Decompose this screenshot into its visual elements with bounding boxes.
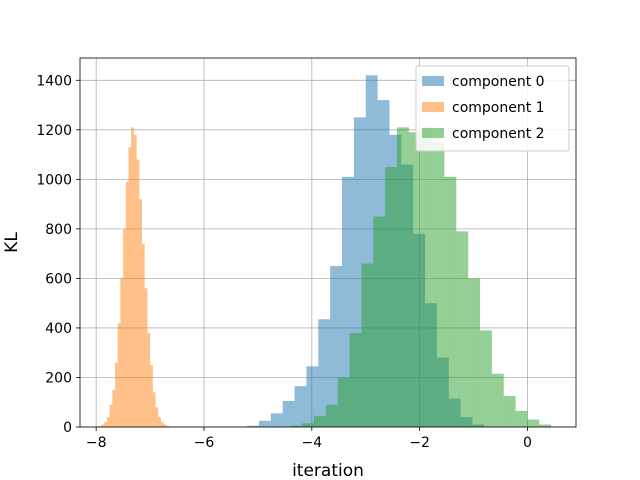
histogram-bar-component-1 xyxy=(123,228,126,427)
histogram-bar-component-2 xyxy=(349,332,362,427)
histogram-bar-component-1 xyxy=(152,392,156,427)
legend-swatch xyxy=(422,102,444,112)
x-tick-label: −8 xyxy=(86,435,107,451)
histogram-bar-component-1 xyxy=(144,288,148,427)
histogram-bar-component-1 xyxy=(106,417,110,427)
histogram-bar-component-1 xyxy=(115,362,118,427)
histogram-bar-component-1 xyxy=(147,332,151,427)
y-tick-label: 400 xyxy=(45,321,72,337)
histogram-bar-component-1 xyxy=(120,278,124,427)
histogram-bar-component-2 xyxy=(408,132,421,428)
histogram-bar-component-2 xyxy=(491,373,504,427)
x-tick-label: −6 xyxy=(194,435,215,451)
y-tick-label: 1200 xyxy=(36,123,72,139)
histogram-bar-component-0 xyxy=(306,366,319,427)
histogram-bar-component-1 xyxy=(128,147,132,427)
histogram-bar-component-0 xyxy=(318,319,331,427)
histogram-bar-component-2 xyxy=(444,176,457,427)
histogram-bar-component-1 xyxy=(166,425,169,427)
legend-label: component 2 xyxy=(452,126,545,142)
y-tick-label: 200 xyxy=(45,370,72,386)
legend: component 0 component 1 component 2 xyxy=(415,65,570,152)
legend-label: component 0 xyxy=(452,74,545,90)
histogram-bar-component-1 xyxy=(142,243,145,427)
histogram-bar-component-1 xyxy=(136,159,140,427)
histogram-bar-component-2 xyxy=(468,278,481,427)
histogram-bar-component-1 xyxy=(139,199,142,427)
histogram-bar-component-1 xyxy=(101,424,105,427)
x-tick-label: −2 xyxy=(409,435,430,451)
histogram-bar-component-1 xyxy=(112,389,116,427)
legend-box xyxy=(415,65,570,152)
x-axis-label: iteration xyxy=(292,461,364,480)
histogram-bar-component-1 xyxy=(109,404,113,427)
histogram-bar-component-1 xyxy=(155,407,159,427)
histogram-bar-component-2 xyxy=(515,410,528,427)
plot-frame xyxy=(79,57,577,428)
histogram-bar-component-0 xyxy=(282,400,295,427)
legend-swatch xyxy=(422,76,444,86)
x-tick-label: 0 xyxy=(523,435,532,451)
y-tick-label: 0 xyxy=(63,420,72,436)
histogram-bar-component-0 xyxy=(247,425,259,427)
histogram-bar-component-0 xyxy=(330,266,343,427)
y-tick-label: 800 xyxy=(45,222,72,238)
y-axis-label: KL xyxy=(2,232,22,253)
histogram-bar-component-2 xyxy=(302,423,314,427)
histogram-bars xyxy=(96,75,552,428)
histogram-bar-component-1 xyxy=(125,181,129,427)
histogram-bar-component-2 xyxy=(361,263,374,427)
histogram-bar-component-2 xyxy=(420,127,433,427)
axis-ticks: −8 −6 −4 −2 0 0 200 400 600 800 1000 1200 1400 xyxy=(36,73,532,451)
histogram-bar-component-0 xyxy=(342,176,354,427)
legend-swatch xyxy=(422,128,444,138)
y-tick-label: 1000 xyxy=(36,172,72,188)
histogram-bar-component-1 xyxy=(150,365,153,427)
y-tick-label: 1400 xyxy=(36,73,72,89)
legend-label: component 1 xyxy=(452,100,545,116)
histogram-bar-component-2 xyxy=(432,142,445,427)
histogram-bar-component-2 xyxy=(527,419,540,427)
x-tick-label: −4 xyxy=(302,435,323,451)
histogram-bar-component-1 xyxy=(163,424,167,427)
histogram-bar-component-0 xyxy=(294,386,307,427)
histogram-bar-component-0 xyxy=(353,117,366,427)
histogram-bar-component-2 xyxy=(313,415,326,427)
histogram-bar-component-2 xyxy=(373,216,386,427)
histogram-bar-component-1 xyxy=(158,417,161,427)
histogram-bar-component-1 xyxy=(133,134,137,428)
histogram-bar-component-2 xyxy=(480,330,492,427)
histogram-bar-component-0 xyxy=(365,75,378,427)
histogram-bar-component-2 xyxy=(456,231,469,427)
histogram-bar-component-2 xyxy=(503,396,516,427)
histogram-bar-component-2 xyxy=(539,424,552,427)
histogram-bar-component-2 xyxy=(397,127,409,427)
y-tick-label: 600 xyxy=(45,271,72,287)
histogram-bar-component-2 xyxy=(385,166,398,428)
histogram-bar-component-1 xyxy=(104,422,107,427)
histogram-bar-component-2 xyxy=(337,377,350,427)
histogram-bar-component-1 xyxy=(98,425,102,427)
histogram-bar-component-0 xyxy=(270,413,283,427)
histogram-bar-component-1 xyxy=(131,127,134,427)
histogram-bar-component-2 xyxy=(325,404,338,427)
histogram-bar-component-1 xyxy=(117,322,121,427)
histogram-bar-component-2 xyxy=(290,425,303,427)
histogram-bar-component-0 xyxy=(258,420,271,427)
histogram-bar-component-1 xyxy=(160,422,164,427)
